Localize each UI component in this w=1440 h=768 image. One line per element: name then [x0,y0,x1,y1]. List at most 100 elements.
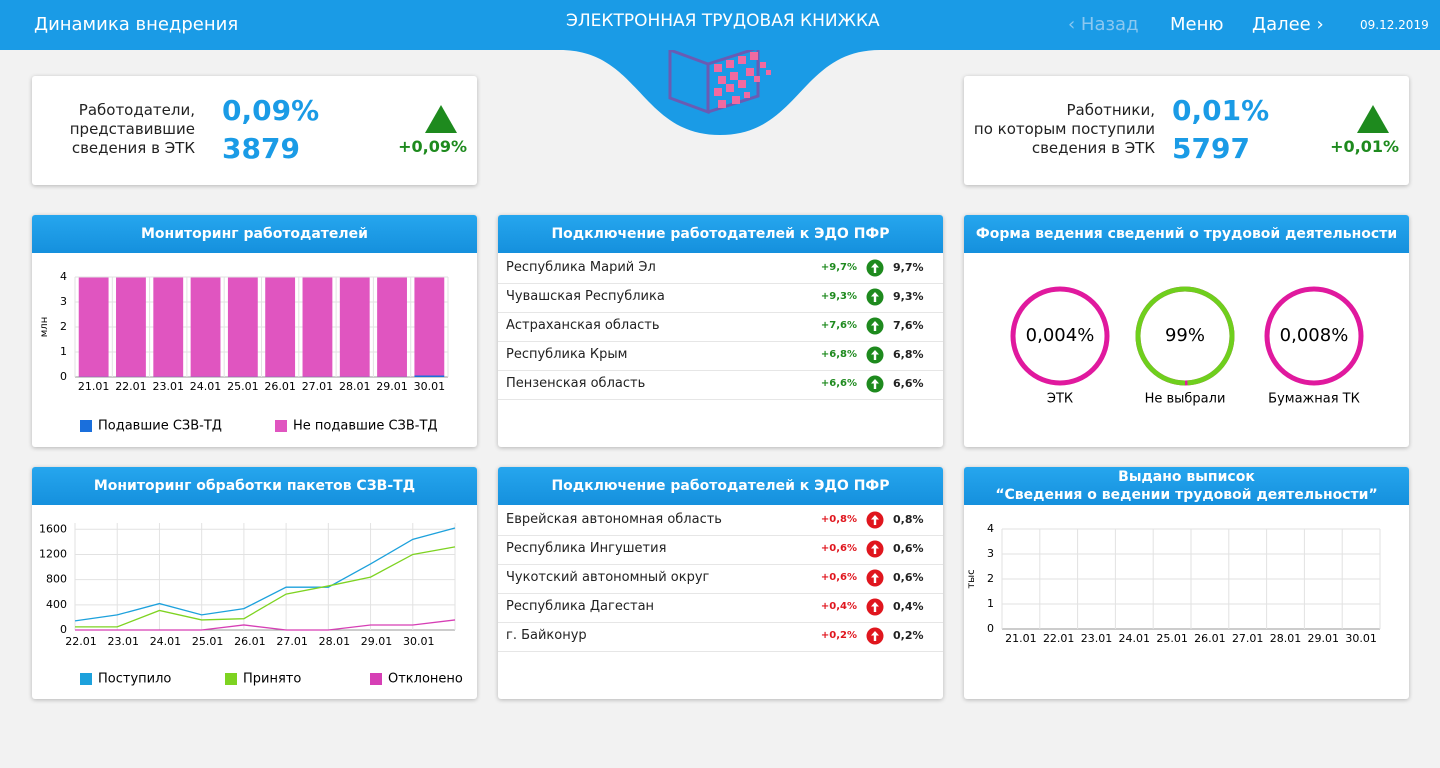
bar-segment [414,277,445,376]
bar-segment [153,277,184,377]
kpi-label: Работники, по которым поступили сведения в… [964,101,1155,158]
trend-up-icon [866,511,884,529]
x-tick-label: 30.01 [1345,632,1377,645]
x-tick-label: 23.01 [107,635,139,648]
donut-label: ЭТК [1047,392,1073,407]
icon-arrow [871,631,879,641]
bar-segment [414,375,445,377]
kpi-card: Работники, по которым поступили сведения в… [964,76,1409,185]
icon-arrow [871,292,879,302]
logo [668,45,771,115]
region-change: +0,6% [820,543,857,554]
trend-up-icon [866,346,884,364]
section-title: Динамика внедрения [34,14,239,35]
y-tick-label: 3 [987,547,994,560]
panel-header: Мониторинг обработки пакетов СЗВ-ТД [32,467,477,505]
x-tick-label: 21.01 [1005,632,1037,645]
region-name: Республика Ингушетия [506,541,667,556]
date: 09.12.2019 [1360,18,1429,32]
kpi-change: +0,09% [398,137,467,156]
icon-arrow [871,379,879,389]
x-tick-label: 23.01 [153,380,185,393]
icon-arrow [871,321,879,331]
back-button[interactable]: ‹ Назад [1068,14,1139,35]
region-value: 9,7% [893,261,924,274]
legend-swatch [370,673,382,685]
panel-title: Подключение работодателей к ЭДО ПФР [551,478,890,494]
table-row: Республика Ингушетия +0,6% 0,6% [498,535,943,565]
series-line [75,546,456,628]
kpi-percent: 0,01% [1172,94,1270,127]
panel-header: Мониторинг работодателей [32,215,477,253]
panel: Выдано выписок “Сведения о ведении трудов… [964,467,1409,699]
region-value: 0,6% [893,571,924,584]
table-row: Республика Крым +6,8% 6,8% [498,341,943,371]
trend-up-icon [866,317,884,335]
y-tick-label: 4 [987,522,994,535]
region-change: +9,3% [820,291,857,302]
region-change: +9,7% [820,262,857,273]
next-text[interactable]: Далее [1252,14,1311,35]
table-row: Республика Марий Эл +9,7% 9,7% [498,254,943,284]
region-value: 6,8% [893,348,924,361]
trend-up-icon [866,569,884,587]
y-tick-label: 1600 [39,522,67,535]
icon-arrow [871,350,879,360]
x-tick-label: 21.01 [78,380,110,393]
back-label[interactable]: ‹ [1068,14,1081,35]
panel-header: Выдано выписок “Сведения о ведении трудов… [964,467,1409,505]
panel-header: Подключение работодателей к ЭДО ПФР [498,467,943,505]
panel-header: Форма ведения сведений о трудовой деятел… [964,215,1409,253]
x-tick-label: 22.01 [115,380,147,393]
x-tick-label: 30.01 [403,635,435,648]
kpi-label-line: Работники, [1066,101,1155,119]
x-tick-label: 24.01 [190,380,222,393]
y-tick-label: 400 [46,598,67,611]
table-row: Еврейская автономная область +0,8% 0,8% [498,506,943,536]
x-tick-label: 23.01 [1081,632,1113,645]
y-tick-label: 3 [60,295,67,308]
region-name: Республика Марий Эл [506,260,656,275]
bar-segment [339,277,370,377]
trend-up-icon [425,105,457,133]
panel: Форма ведения сведений о трудовой деятел… [964,215,1409,447]
trend-up-icon [866,288,884,306]
x-tick-label: 29.01 [376,380,408,393]
table-row: Астраханская область +7,6% 7,6% [498,312,943,342]
chart: 0 400 800 1200 1600 22.01 23.01 24.01 25.01 26.01… [39,522,463,686]
trend-up-icon [866,375,884,393]
x-tick-label: 28.01 [319,635,351,648]
donut-value: 0,008% [1280,325,1349,346]
panel-title: Форма ведения сведений о трудовой деятел… [975,226,1398,242]
panel-title: Выдано выписок [1118,469,1255,485]
y-tick-label: 0 [60,370,67,383]
panel-title: Мониторинг обработки пакетов СЗВ-ТД [93,478,416,494]
panel: Мониторинг работодателей 0 1 2 3 4 млн 21.01 22.… [32,215,477,447]
region-value: 7,6% [893,319,924,332]
next-button[interactable]: Далее › [1252,14,1324,35]
region-change: +0,8% [820,514,857,525]
y-tick-label: 0 [60,623,67,636]
donut-arc [1264,286,1364,386]
region-name: Республика Дагестан [506,599,655,614]
next-arrow[interactable]: › [1310,14,1324,35]
kpi-label-line: по которым поступили [973,120,1155,138]
y-tick-label: 2 [60,320,67,333]
panel-title: Мониторинг работодателей [141,226,368,242]
donut-label: Не выбрали [1145,392,1226,407]
chart: 0 1 2 3 4 тыс 21.01 22.01 23.01 24.01 25.01 26.01 27… [966,522,1381,645]
region-value: 6,6% [893,377,924,390]
region-value: 0,8% [893,513,924,526]
legend-swatch [80,673,92,685]
panel-header: Подключение работодателей к ЭДО ПФР [498,215,943,253]
region-change: +0,6% [820,572,857,583]
donut-label: Бумажная ТК [1268,392,1360,407]
bar-segment [377,277,407,377]
x-tick-label: 25.01 [192,635,224,648]
panel-title: Подключение работодателей к ЭДО ПФР [551,226,890,242]
menu-button[interactable]: Меню [1170,14,1224,35]
y-tick-label: 800 [46,573,67,586]
back-text[interactable]: Назад [1080,14,1139,35]
bar-segment [116,277,146,377]
trend-up-icon [866,540,884,558]
